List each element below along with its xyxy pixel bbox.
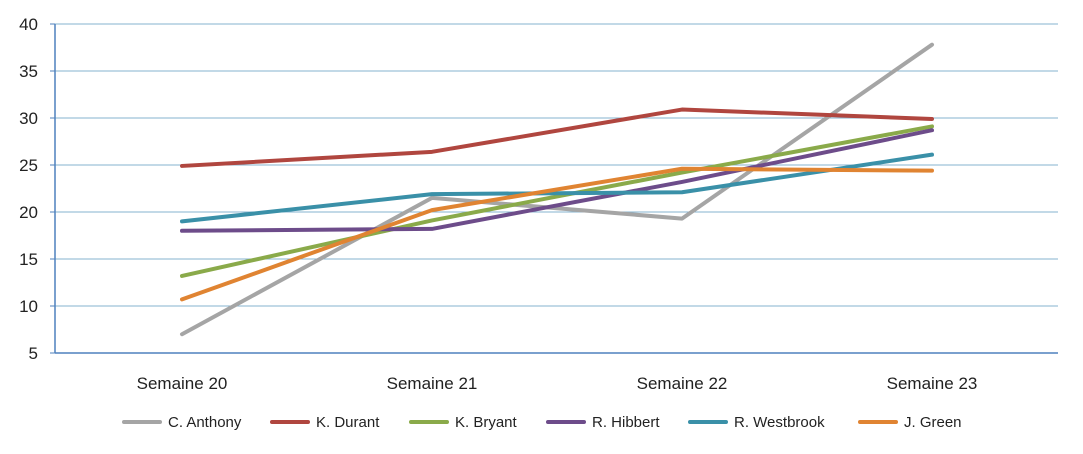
y-tick-label: 5: [29, 344, 38, 363]
y-tick-label: 30: [19, 109, 38, 128]
legend-label: K. Bryant: [455, 414, 518, 431]
y-tick-label: 20: [19, 203, 38, 222]
y-tick-label: 15: [19, 250, 38, 269]
series-line-c-anthony: [180, 42, 934, 337]
x-tick-label: Semaine 20: [137, 374, 228, 393]
y-tick-label: 10: [19, 297, 38, 316]
legend-label: C. Anthony: [168, 414, 242, 431]
series-line-k-durant: [180, 107, 934, 168]
x-tick-label: Semaine 21: [387, 374, 478, 393]
series-line-j-green: [180, 166, 934, 302]
x-tick-label: Semaine 23: [887, 374, 978, 393]
x-tick-label: Semaine 22: [637, 374, 728, 393]
legend-label: R. Hibbert: [592, 414, 660, 431]
series-line-r-westbrook: [180, 152, 934, 224]
series-line-r-hibbert: [180, 128, 934, 233]
series-line-k-bryant: [180, 124, 934, 278]
legend-label: K. Durant: [316, 414, 380, 431]
axes: 5 10 15 20 25 30 35 40 Semaine 20 Semaine 21 Semai…: [19, 15, 1058, 393]
legend-label: J. Green: [904, 414, 962, 431]
y-tick-label: 40: [19, 15, 38, 34]
series-lines: [180, 42, 934, 337]
legend: C. Anthony K. Durant K. Bryant R. Hibbert R.…: [122, 414, 962, 431]
y-tick-label: 35: [19, 62, 38, 81]
y-tick-label: 25: [19, 156, 38, 175]
legend-label: R. Westbrook: [734, 414, 825, 431]
